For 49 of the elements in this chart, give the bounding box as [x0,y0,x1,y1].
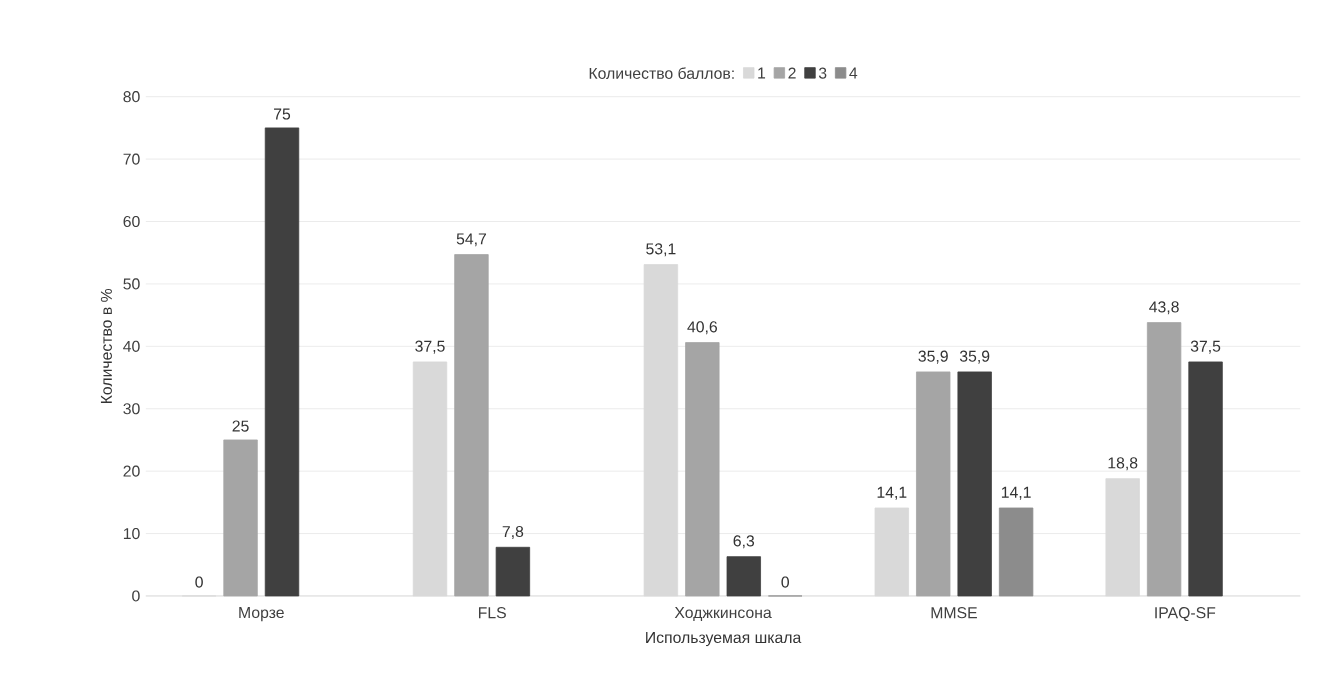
bar [1146,322,1182,597]
bar [916,371,951,597]
data-label: 35,9 [959,350,990,364]
y-tick-label: 10 [123,528,140,540]
bar [957,371,992,597]
data-label: 37,5 [1190,340,1221,354]
data-label: 14,1 [1001,487,1031,500]
bar [1188,361,1223,597]
x-tick-label: Ходжкинсона [674,607,772,622]
legend-label: 2 [788,67,796,79]
y-tick-label: 70 [123,153,140,165]
data-label: 54,7 [456,233,487,247]
data-label: 37,5 [415,340,445,354]
y-tick-label: 0 [132,590,140,602]
x-tick-label: FLS [478,607,506,619]
data-label: 0 [195,576,203,588]
y-tick-label: 80 [123,91,140,103]
x-tick-label: Морзе [239,607,284,622]
bar [998,507,1034,597]
y-tick-label: 60 [123,216,140,228]
data-label: 35,9 [918,350,948,364]
bar [223,439,258,597]
data-label: 0 [781,576,789,588]
legend-label: 4 [849,67,858,79]
data-label: 14,1 [877,487,907,500]
data-label: 18,8 [1108,457,1138,471]
data-label: 6,3 [733,535,755,549]
x-tick-label: IPAQ-SF [1155,607,1216,622]
x-axis-title: Используемая шкала [646,632,802,647]
data-label: 53,1 [646,243,676,257]
data-label: 25 [232,420,249,432]
bar [264,127,300,597]
bar [495,547,531,597]
y-tick-label: 50 [123,278,140,290]
y-tick-label: 40 [123,340,140,353]
data-label: 40,6 [687,321,717,335]
bar [685,342,720,597]
y-axis-title: Количество в % [100,289,112,404]
legend-label: 3 [818,67,827,79]
y-tick-label: 20 [123,465,140,477]
bar [726,556,761,597]
legend-label: 1 [758,67,766,79]
data-label: 43,8 [1149,301,1179,315]
x-tick-label: MMSE [931,607,977,619]
legend-title: Количество баллов: [589,67,734,80]
bar [454,254,489,597]
y-tick-label: 30 [123,403,140,415]
data-label: 75 [274,108,291,120]
data-label: 7,8 [502,526,524,540]
